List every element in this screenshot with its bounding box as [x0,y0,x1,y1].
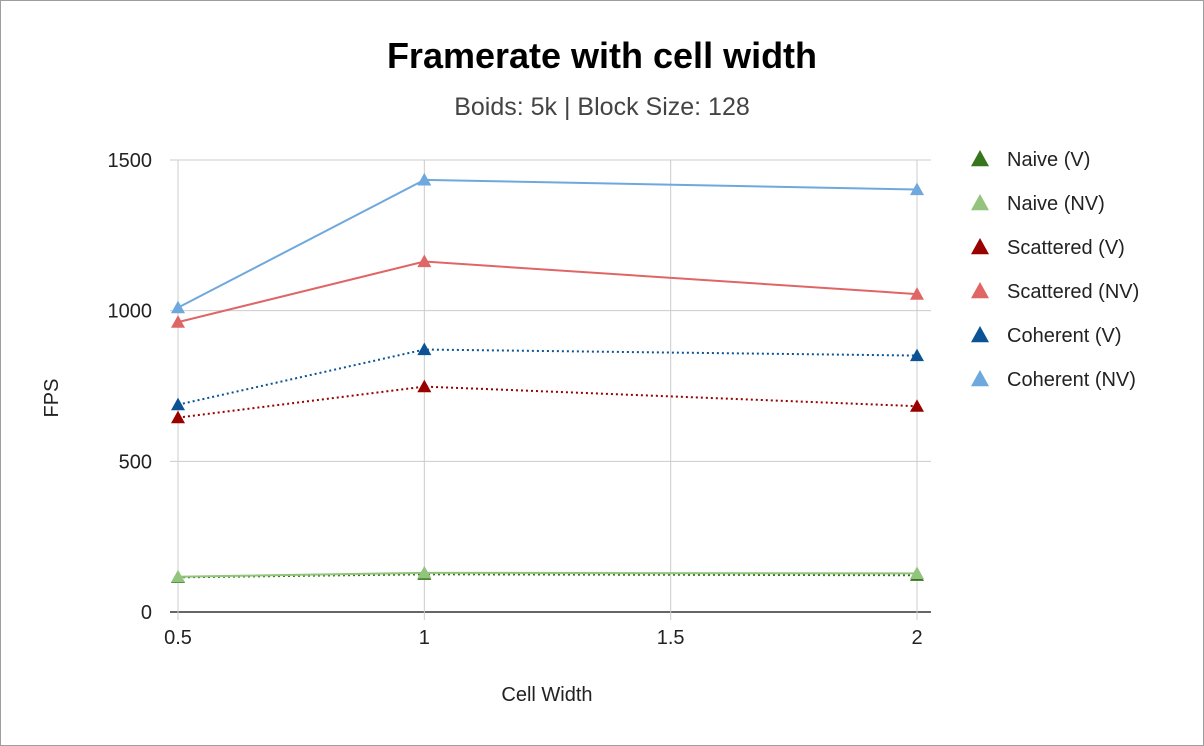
data-point-marker [171,569,185,583]
x-tick-label: 1.5 [657,627,685,649]
legend-marker [971,194,989,211]
x-tick-label: 1 [419,627,430,649]
data-point-marker [910,399,924,412]
data-point-marker [171,315,185,328]
legend-label: Coherent (NV) [1007,369,1136,391]
series-line-5 [177,178,918,309]
legend-marker [971,326,989,343]
data-point-marker [171,410,185,424]
chart-subtitle: Boids: 5k | Block Size: 128 [454,93,750,121]
legend-marker [971,238,989,255]
data-point-marker [171,397,185,411]
data-point-marker [417,254,432,268]
data-point-marker [417,565,432,579]
grid-lines [170,159,931,620]
data-point-marker [910,182,924,196]
x-axis-title: Cell Width [501,684,592,706]
x-tick-label: 0.5 [164,627,192,649]
y-tick-label: 1000 [108,301,153,323]
legend-marker [971,150,989,167]
chart-title: Framerate with cell width [386,35,818,76]
data-point-marker [417,172,432,186]
legend-marker [971,282,989,299]
x-axis-ticks: 0.5 1 1.5 2 [164,627,922,649]
legend-label: Scattered (V) [1007,237,1125,259]
y-axis-ticks: 0 500 1000 1500 [108,150,153,624]
series-line-2 [177,385,918,419]
series-line-3 [177,260,918,324]
legend: Naive (V) Naive (NV) Scattered (V) Scattere… [971,149,1139,391]
data-point-marker [910,566,924,580]
data-point-marker [910,287,924,300]
data-point-marker [417,379,432,393]
series-markers [171,172,924,583]
y-axis-title: FPS [41,379,63,418]
legend-label: Naive (NV) [1007,193,1105,215]
legend-label: Scattered (NV) [1007,281,1139,303]
data-point-marker [171,300,185,314]
data-point-marker [417,342,432,356]
y-tick-label: 0 [141,602,152,624]
legend-marker [971,370,989,387]
y-tick-label: 500 [119,451,152,473]
legend-label: Coherent (V) [1007,325,1122,347]
series-line-4 [177,348,918,406]
data-point-marker [910,348,924,362]
series-lines [177,178,918,579]
x-tick-label: 2 [911,627,922,649]
legend-label: Naive (V) [1007,149,1090,171]
y-tick-label: 1500 [108,150,153,172]
